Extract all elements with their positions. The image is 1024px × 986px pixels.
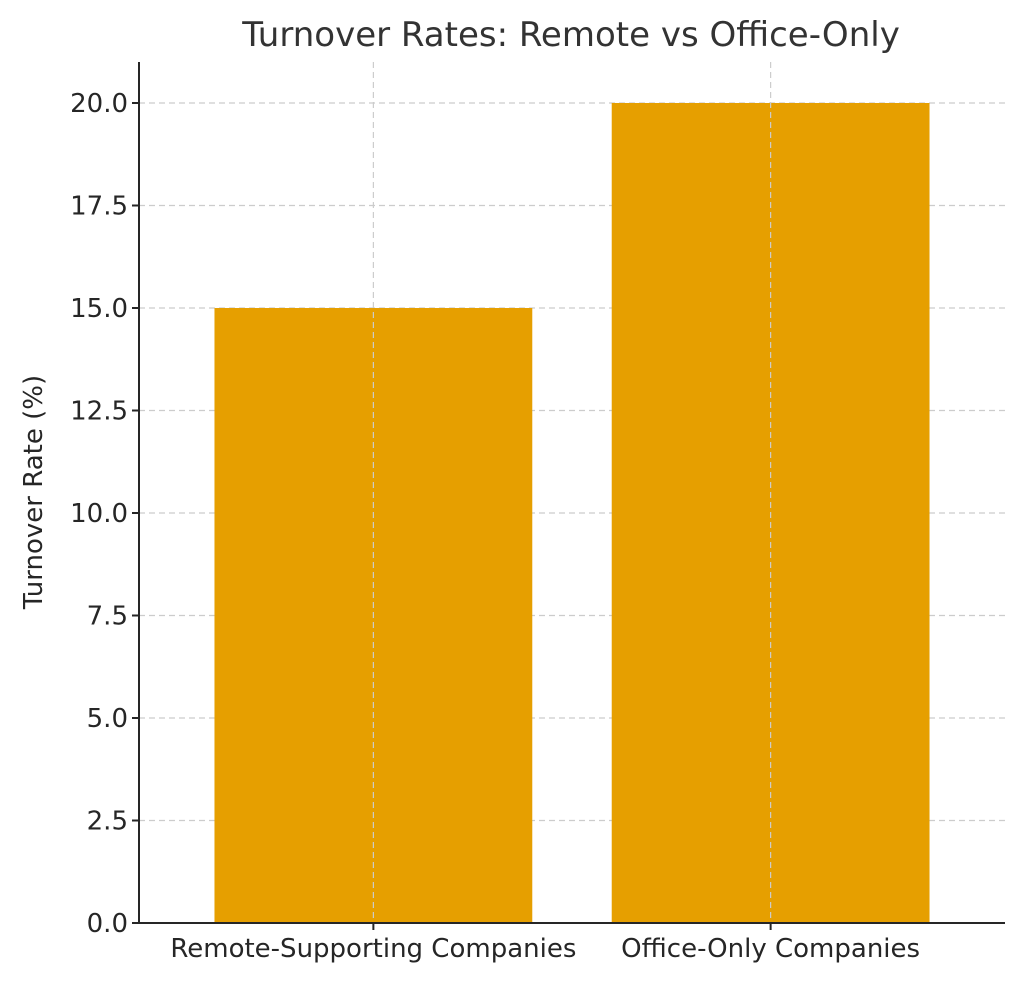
chart-title: Turnover Rates: Remote vs Office-Only bbox=[241, 15, 900, 55]
y-tick-label: 17.5 bbox=[70, 192, 128, 222]
x-tick-label: Office-Only Companies bbox=[621, 934, 920, 964]
y-tick-label: 5.0 bbox=[87, 704, 128, 734]
x-tick-label: Remote-Supporting Companies bbox=[170, 934, 576, 964]
y-tick-label: 7.5 bbox=[87, 602, 128, 632]
x-ticks: Remote-Supporting Companies Office-Only C… bbox=[170, 923, 920, 964]
y-tick-label: 10.0 bbox=[70, 499, 128, 529]
y-axis-label: Turnover Rate (%) bbox=[19, 375, 49, 610]
y-ticks: 0.0 2.5 5.0 7.5 10.0 12.5 15.0 17.5 20.0 bbox=[70, 89, 139, 939]
y-tick-label: 0.0 bbox=[87, 909, 128, 939]
y-tick-label: 20.0 bbox=[70, 89, 128, 119]
y-tick-label: 12.5 bbox=[70, 397, 128, 427]
y-tick-label: 15.0 bbox=[70, 294, 128, 324]
y-tick-label: 2.5 bbox=[87, 807, 128, 837]
